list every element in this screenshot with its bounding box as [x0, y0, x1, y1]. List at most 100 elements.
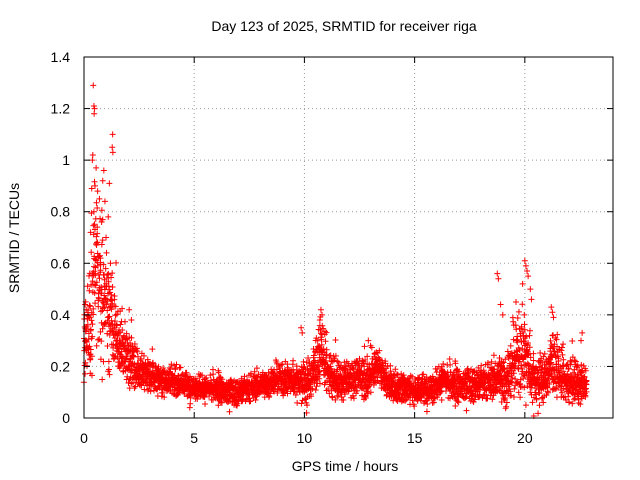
data-point: [252, 396, 259, 403]
data-point: [84, 321, 91, 328]
data-point: [511, 393, 518, 400]
data-point: [97, 328, 104, 335]
data-point: [144, 379, 151, 385]
data-point: [215, 369, 222, 376]
data-point: [217, 398, 224, 405]
data-point: [298, 324, 305, 331]
data-point: [103, 275, 110, 282]
data-point: [199, 372, 206, 379]
data-point: [322, 338, 329, 345]
data-point: [550, 314, 557, 321]
data-point: [92, 300, 99, 307]
data-point: [503, 403, 510, 410]
data-point: [226, 408, 233, 415]
x-tick-label: 10: [297, 430, 313, 446]
data-point: [100, 261, 107, 268]
data-point: [298, 400, 305, 407]
data-point: [111, 293, 118, 300]
data-point: [85, 336, 92, 343]
y-tick-label: 0.6: [51, 255, 71, 271]
data-point: [106, 371, 113, 378]
data-point: [106, 180, 113, 187]
data-point: [514, 314, 521, 321]
data-point: [89, 157, 96, 164]
data-point: [312, 387, 319, 394]
data-point: [104, 307, 111, 314]
data-point: [548, 304, 555, 311]
data-point: [134, 348, 141, 355]
data-point: [186, 373, 193, 380]
data-point: [94, 204, 101, 211]
data-point: [142, 359, 149, 366]
data-point: [112, 318, 119, 325]
x-tick-label: 15: [407, 430, 423, 446]
data-point: [101, 198, 108, 205]
data-point: [521, 311, 528, 318]
data-point: [112, 303, 119, 310]
data-point: [113, 322, 120, 329]
x-tick-label: 0: [80, 430, 88, 446]
data-point: [100, 358, 107, 365]
data-point: [430, 399, 437, 406]
data-point: [292, 391, 299, 398]
data-point: [132, 383, 139, 390]
data-point: [446, 355, 453, 362]
data-point: [515, 308, 522, 315]
data-point: [122, 336, 129, 343]
data-point: [90, 305, 97, 312]
data-point: [94, 188, 101, 195]
data-point: [84, 283, 91, 290]
data-point: [95, 295, 102, 302]
data-point: [161, 394, 168, 401]
data-point: [109, 149, 116, 156]
data-point: [332, 337, 339, 344]
data-point: [541, 350, 548, 357]
data-point: [109, 144, 116, 151]
chart-title: Day 123 of 2025, SRMTID for receiver rig…: [211, 18, 477, 34]
data-point: [210, 371, 217, 378]
data-point: [93, 164, 100, 171]
data-point: [271, 388, 278, 395]
data-point: [98, 338, 105, 345]
data-point: [105, 213, 112, 220]
y-tick-label: 1.4: [51, 49, 71, 65]
data-point: [530, 350, 537, 357]
data-point: [109, 284, 116, 291]
data-point: [126, 306, 133, 313]
data-point: [219, 376, 226, 383]
data-point: [316, 317, 323, 324]
data-point: [119, 305, 126, 312]
data-point: [203, 374, 210, 381]
x-tick-labels: 0 5 10 15 20: [80, 430, 533, 446]
data-point: [266, 393, 273, 400]
data-point: [94, 239, 101, 246]
data-point: [253, 365, 260, 372]
data-point: [290, 357, 297, 364]
data-point: [578, 337, 585, 344]
y-tick-label: 0.2: [51, 358, 71, 374]
data-point: [113, 259, 120, 266]
data-point: [497, 301, 504, 308]
data-point: [128, 317, 135, 324]
data-point: [463, 407, 470, 414]
data-point: [95, 303, 102, 310]
data-point: [119, 326, 126, 333]
data-point: [91, 263, 98, 270]
data-point: [138, 355, 145, 362]
data-point: [225, 398, 232, 405]
data-point: [93, 199, 100, 206]
data-point: [147, 388, 154, 395]
x-axis-title: GPS time / hours: [292, 458, 399, 474]
data-point: [94, 230, 101, 237]
y-tick-label: 1.2: [51, 101, 71, 117]
data-point: [536, 402, 543, 409]
data-point: [495, 275, 502, 282]
y-tick-label: 0.4: [51, 307, 71, 323]
data-point: [105, 270, 112, 277]
data-point: [96, 195, 103, 202]
y-axis-title: SRMTID / TECUs: [6, 183, 22, 293]
data-point: [317, 380, 324, 387]
data-point: [99, 376, 106, 383]
data-point: [98, 207, 105, 214]
